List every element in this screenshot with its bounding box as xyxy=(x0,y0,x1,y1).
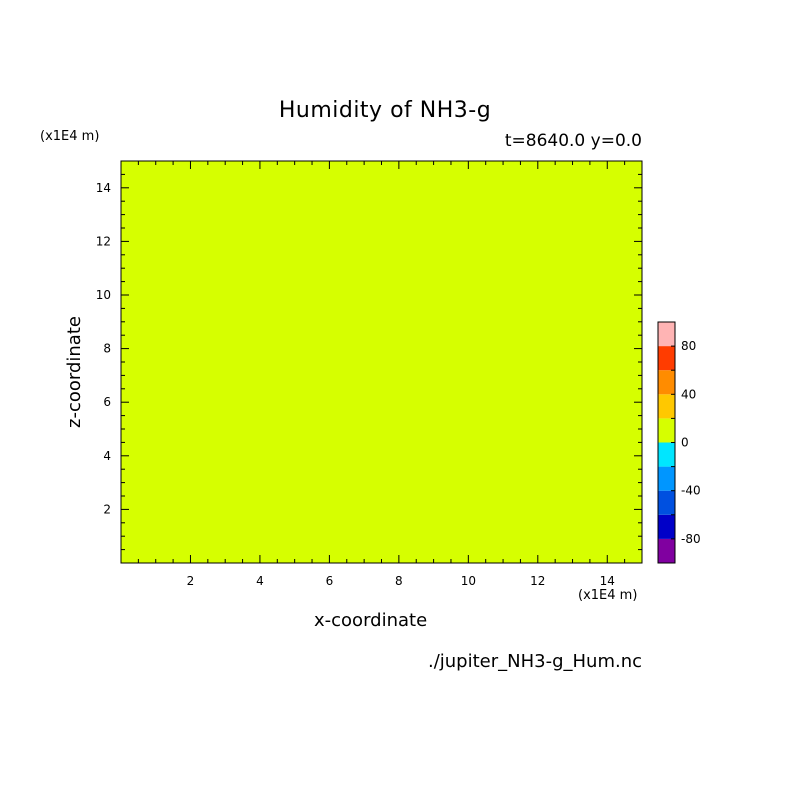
y-tick-label: 14 xyxy=(96,181,111,195)
colorbar-label: 80 xyxy=(681,339,696,353)
colorbar-swatch xyxy=(658,514,675,539)
colorbar-label: 0 xyxy=(681,436,689,450)
colorbar: -80 -40 0 40 80 xyxy=(657,321,701,564)
colorbar-label: -80 xyxy=(681,532,701,546)
colorbar-swatch xyxy=(658,394,675,419)
y-tick-label: 10 xyxy=(96,288,111,302)
colorbar-swatch xyxy=(658,442,675,467)
x-tick-label: 6 xyxy=(326,574,334,588)
x-tick-label: 2 xyxy=(187,574,195,588)
x-tick-label: 14 xyxy=(600,574,615,588)
x-tick-label: 12 xyxy=(530,574,545,588)
y-axis-label: z-coordinate xyxy=(64,316,85,428)
colorbar-swatch xyxy=(658,346,675,371)
colorbar-swatch xyxy=(658,490,675,515)
y-tick-label: 4 xyxy=(103,449,111,463)
colorbar-swatch xyxy=(658,538,675,563)
chart-title: Humidity of NH3-g xyxy=(278,98,492,123)
filename-label: ./jupiter_NH3-g_Hum.nc xyxy=(427,651,642,672)
z-unit-label: (x1E4 m) xyxy=(40,129,100,144)
x-unit-label: (x1E4 m) xyxy=(578,588,638,603)
colorbar-swatch xyxy=(658,370,675,395)
colorbar-label: 40 xyxy=(681,387,696,401)
x-tick-label: 8 xyxy=(395,574,403,588)
colorbar-swatch xyxy=(658,322,675,347)
x-axis: 2 4 6 8 10 12 14 xyxy=(137,161,626,588)
plot-background xyxy=(121,161,642,563)
colorbar-label: -40 xyxy=(681,484,701,498)
x-axis-label: x-coordinate xyxy=(314,610,428,631)
x-tick-label: 10 xyxy=(461,574,476,588)
colorbar-swatch xyxy=(658,466,675,491)
y-tick-label: 6 xyxy=(103,395,111,409)
time-label: t=8640.0 y=0.0 xyxy=(504,131,642,151)
y-axis: 2 4 6 8 10 12 14 xyxy=(96,173,642,551)
colorbar-swatch xyxy=(658,418,675,443)
y-tick-label: 2 xyxy=(103,502,111,516)
y-tick-label: 12 xyxy=(96,234,111,248)
x-tick-label: 4 xyxy=(256,574,264,588)
y-tick-label: 8 xyxy=(103,342,111,356)
